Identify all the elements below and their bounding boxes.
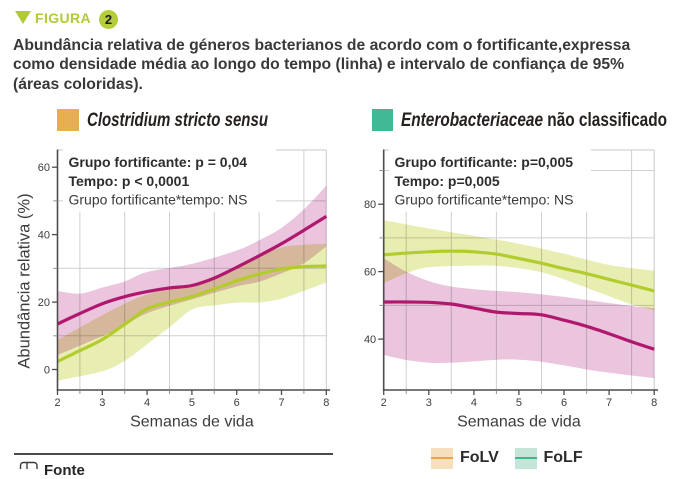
svg-text:Grupo fortificante: p = 0,04: Grupo fortificante: p = 0,04 — [69, 154, 248, 170]
svg-text:Grupo fortificante: p=0,005: Grupo fortificante: p=0,005 — [395, 154, 574, 170]
svg-text:60: 60 — [364, 266, 376, 278]
svg-text:3: 3 — [99, 397, 105, 409]
svg-text:5: 5 — [516, 397, 522, 409]
svg-text:7: 7 — [278, 397, 284, 409]
svg-text:4: 4 — [471, 397, 477, 409]
svg-text:6: 6 — [561, 397, 567, 409]
svg-text:80: 80 — [364, 199, 376, 211]
svg-text:Abundância relativa (%): Abundância relativa (%) — [16, 193, 34, 368]
svg-text:4: 4 — [144, 397, 150, 409]
svg-text:7: 7 — [606, 397, 612, 409]
svg-text:2: 2 — [54, 397, 60, 409]
svg-text:8: 8 — [323, 397, 329, 409]
svg-text:20: 20 — [38, 297, 50, 309]
svg-text:Tempo: p < 0,0001: Tempo: p < 0,0001 — [69, 173, 190, 189]
svg-text:3: 3 — [426, 397, 432, 409]
svg-text:40: 40 — [38, 229, 50, 241]
svg-text:8: 8 — [651, 397, 657, 409]
svg-text:0: 0 — [44, 364, 50, 376]
svg-text:2: 2 — [381, 397, 387, 409]
svg-text:40: 40 — [364, 334, 376, 346]
svg-text:5: 5 — [189, 397, 195, 409]
svg-text:Grupo fortificante*tempo: NS: Grupo fortificante*tempo: NS — [69, 192, 248, 208]
svg-text:Tempo: p=0,005: Tempo: p=0,005 — [395, 173, 500, 189]
svg-text:Semanas de vida: Semanas de vida — [457, 414, 581, 431]
svg-text:Grupo fortificante*tempo: NS: Grupo fortificante*tempo: NS — [395, 192, 574, 208]
svg-text:Semanas de vida: Semanas de vida — [130, 414, 254, 431]
svg-text:6: 6 — [234, 397, 240, 409]
svg-text:60: 60 — [38, 162, 50, 174]
